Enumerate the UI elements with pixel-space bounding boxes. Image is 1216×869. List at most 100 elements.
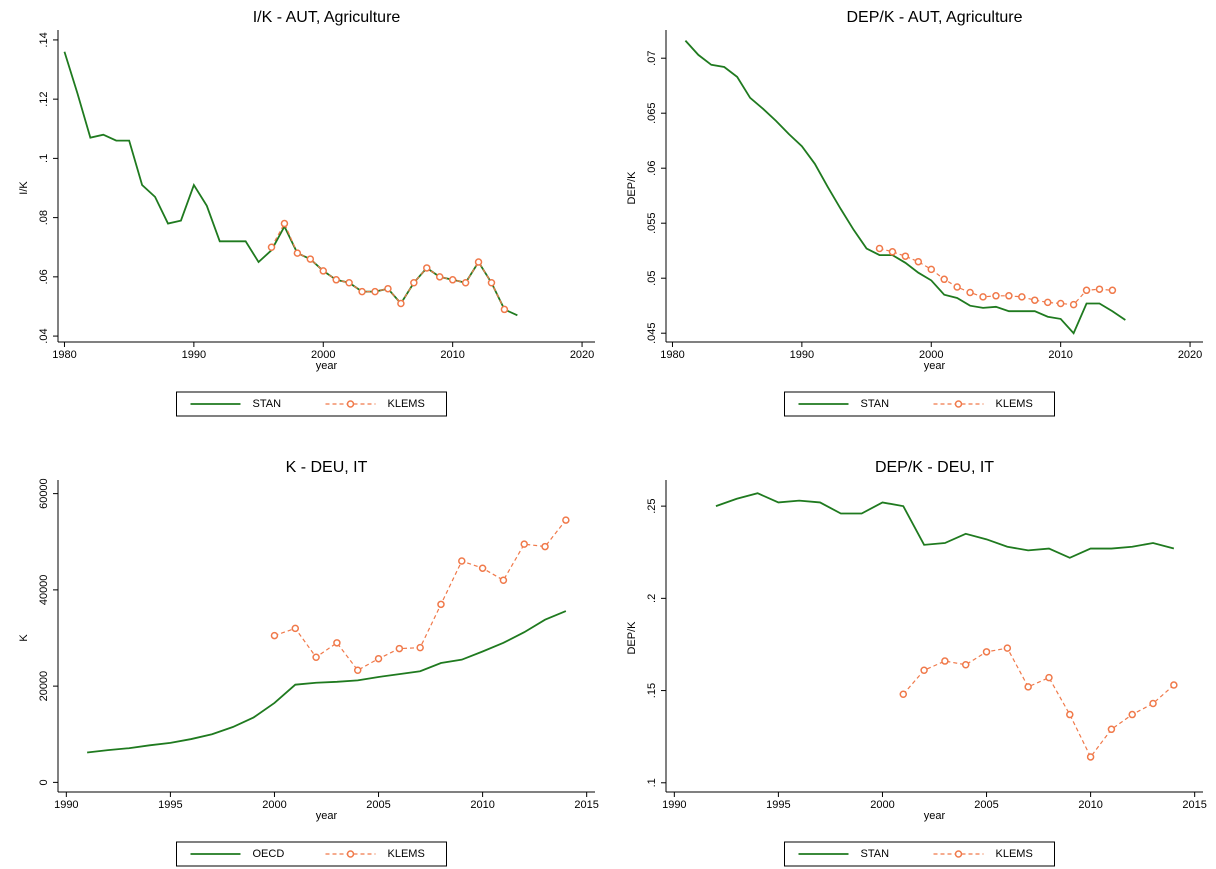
series-marker bbox=[435, 273, 444, 281]
x-tick-label: 1995 bbox=[158, 799, 182, 811]
y-tick-label: .12 bbox=[38, 92, 50, 107]
x-axis-label: year bbox=[924, 810, 946, 822]
x-axis-label: year bbox=[316, 810, 338, 822]
y-tick-label: .07 bbox=[646, 51, 658, 66]
y-tick-label: 40000 bbox=[38, 575, 50, 606]
y-tick-label: .25 bbox=[646, 498, 658, 513]
legend-label: OECD bbox=[253, 848, 285, 860]
series-marker bbox=[1056, 299, 1065, 308]
y-tick-label: .055 bbox=[646, 212, 658, 233]
series-marker bbox=[397, 299, 405, 308]
series-marker bbox=[1086, 753, 1095, 761]
series-marker bbox=[306, 255, 315, 263]
series-marker bbox=[374, 654, 383, 663]
series-marker bbox=[1082, 286, 1091, 295]
series-marker bbox=[1005, 292, 1013, 300]
series-marker bbox=[901, 252, 910, 260]
x-tick-label: 2020 bbox=[1178, 349, 1202, 361]
series-marker bbox=[474, 258, 483, 266]
x-tick-label: 2010 bbox=[440, 349, 464, 361]
series-marker bbox=[875, 244, 884, 253]
series-marker bbox=[395, 644, 404, 653]
series-marker bbox=[448, 276, 457, 284]
series-marker bbox=[1018, 293, 1026, 301]
series-marker bbox=[280, 219, 289, 228]
series-marker bbox=[1024, 683, 1032, 691]
series-marker bbox=[979, 293, 987, 301]
y-tick-label: 20000 bbox=[38, 671, 50, 702]
legend-label: STAN bbox=[253, 398, 282, 410]
series-marker bbox=[1066, 710, 1074, 719]
series-marker bbox=[371, 287, 379, 296]
subplot: I/K - AUT, Agriculture .04 .06 .08 .1 .12 .14 1… bbox=[18, 9, 595, 417]
x-axis-label: year bbox=[316, 360, 338, 372]
series-marker bbox=[1045, 673, 1053, 682]
y-tick-label: .2 bbox=[646, 594, 658, 603]
x-tick-label: 1980 bbox=[52, 349, 76, 361]
series-marker bbox=[345, 279, 353, 287]
y-tick-label: .06 bbox=[646, 161, 658, 176]
series-marker bbox=[319, 267, 328, 275]
series-line bbox=[63, 51, 518, 317]
x-axis-label: year bbox=[924, 360, 946, 372]
series-marker bbox=[499, 576, 508, 584]
series-line bbox=[87, 610, 567, 754]
series-marker bbox=[423, 264, 431, 272]
x-tick-label: 1990 bbox=[662, 799, 686, 811]
y-tick-label: .1 bbox=[38, 154, 50, 163]
series-marker bbox=[941, 657, 949, 665]
legend-label: KLEMS bbox=[388, 398, 425, 410]
y-tick-label: .065 bbox=[646, 102, 658, 123]
series-marker bbox=[384, 284, 392, 293]
legend-marker bbox=[954, 400, 963, 408]
y-tick-label: .08 bbox=[38, 210, 50, 225]
x-tick-label: 1990 bbox=[182, 349, 206, 361]
x-tick-label: 2015 bbox=[574, 799, 598, 811]
series-marker bbox=[291, 624, 300, 633]
subplot-title: I/K - AUT, Agriculture bbox=[253, 9, 401, 26]
series-marker bbox=[992, 292, 1000, 300]
y-tick-label: .14 bbox=[38, 32, 50, 47]
series-marker bbox=[458, 557, 466, 565]
series-marker bbox=[461, 279, 470, 287]
series-marker bbox=[1107, 725, 1116, 734]
series-marker bbox=[270, 631, 279, 640]
y-tick-label: .04 bbox=[38, 328, 50, 343]
series-marker bbox=[953, 283, 961, 291]
y-tick-label: .06 bbox=[38, 269, 50, 284]
y-axis-label: I/K bbox=[18, 181, 30, 195]
x-tick-label: 2020 bbox=[570, 349, 594, 361]
series-marker bbox=[267, 243, 276, 251]
x-tick-label: 2000 bbox=[311, 349, 335, 361]
series-marker bbox=[416, 643, 424, 652]
x-tick-label: 1990 bbox=[54, 799, 78, 811]
series-marker bbox=[961, 660, 970, 669]
x-tick-label: 2000 bbox=[919, 349, 943, 361]
legend-label: KLEMS bbox=[388, 848, 425, 860]
series-marker bbox=[293, 249, 302, 257]
y-tick-label: .045 bbox=[646, 322, 658, 343]
y-tick-label: 60000 bbox=[38, 478, 50, 509]
legend-box bbox=[176, 841, 447, 867]
series-marker bbox=[914, 257, 923, 266]
series-marker bbox=[353, 666, 362, 674]
series-marker bbox=[899, 690, 908, 699]
series-marker bbox=[520, 540, 528, 548]
legend-marker bbox=[954, 850, 963, 858]
x-tick-label: 2010 bbox=[470, 799, 494, 811]
y-tick-label: .05 bbox=[646, 271, 658, 286]
x-tick-label: 2000 bbox=[262, 799, 286, 811]
series-marker bbox=[332, 276, 340, 284]
series-marker bbox=[437, 600, 445, 609]
series-marker bbox=[940, 275, 948, 284]
series-marker bbox=[541, 542, 549, 551]
series-marker bbox=[1003, 644, 1012, 652]
x-tick-label: 2000 bbox=[870, 799, 894, 811]
series-marker bbox=[966, 288, 974, 297]
x-tick-label: 2015 bbox=[1182, 799, 1206, 811]
x-tick-label: 2010 bbox=[1048, 349, 1072, 361]
x-tick-label: 1995 bbox=[766, 799, 790, 811]
series-line bbox=[270, 222, 505, 310]
series-marker bbox=[920, 666, 928, 675]
